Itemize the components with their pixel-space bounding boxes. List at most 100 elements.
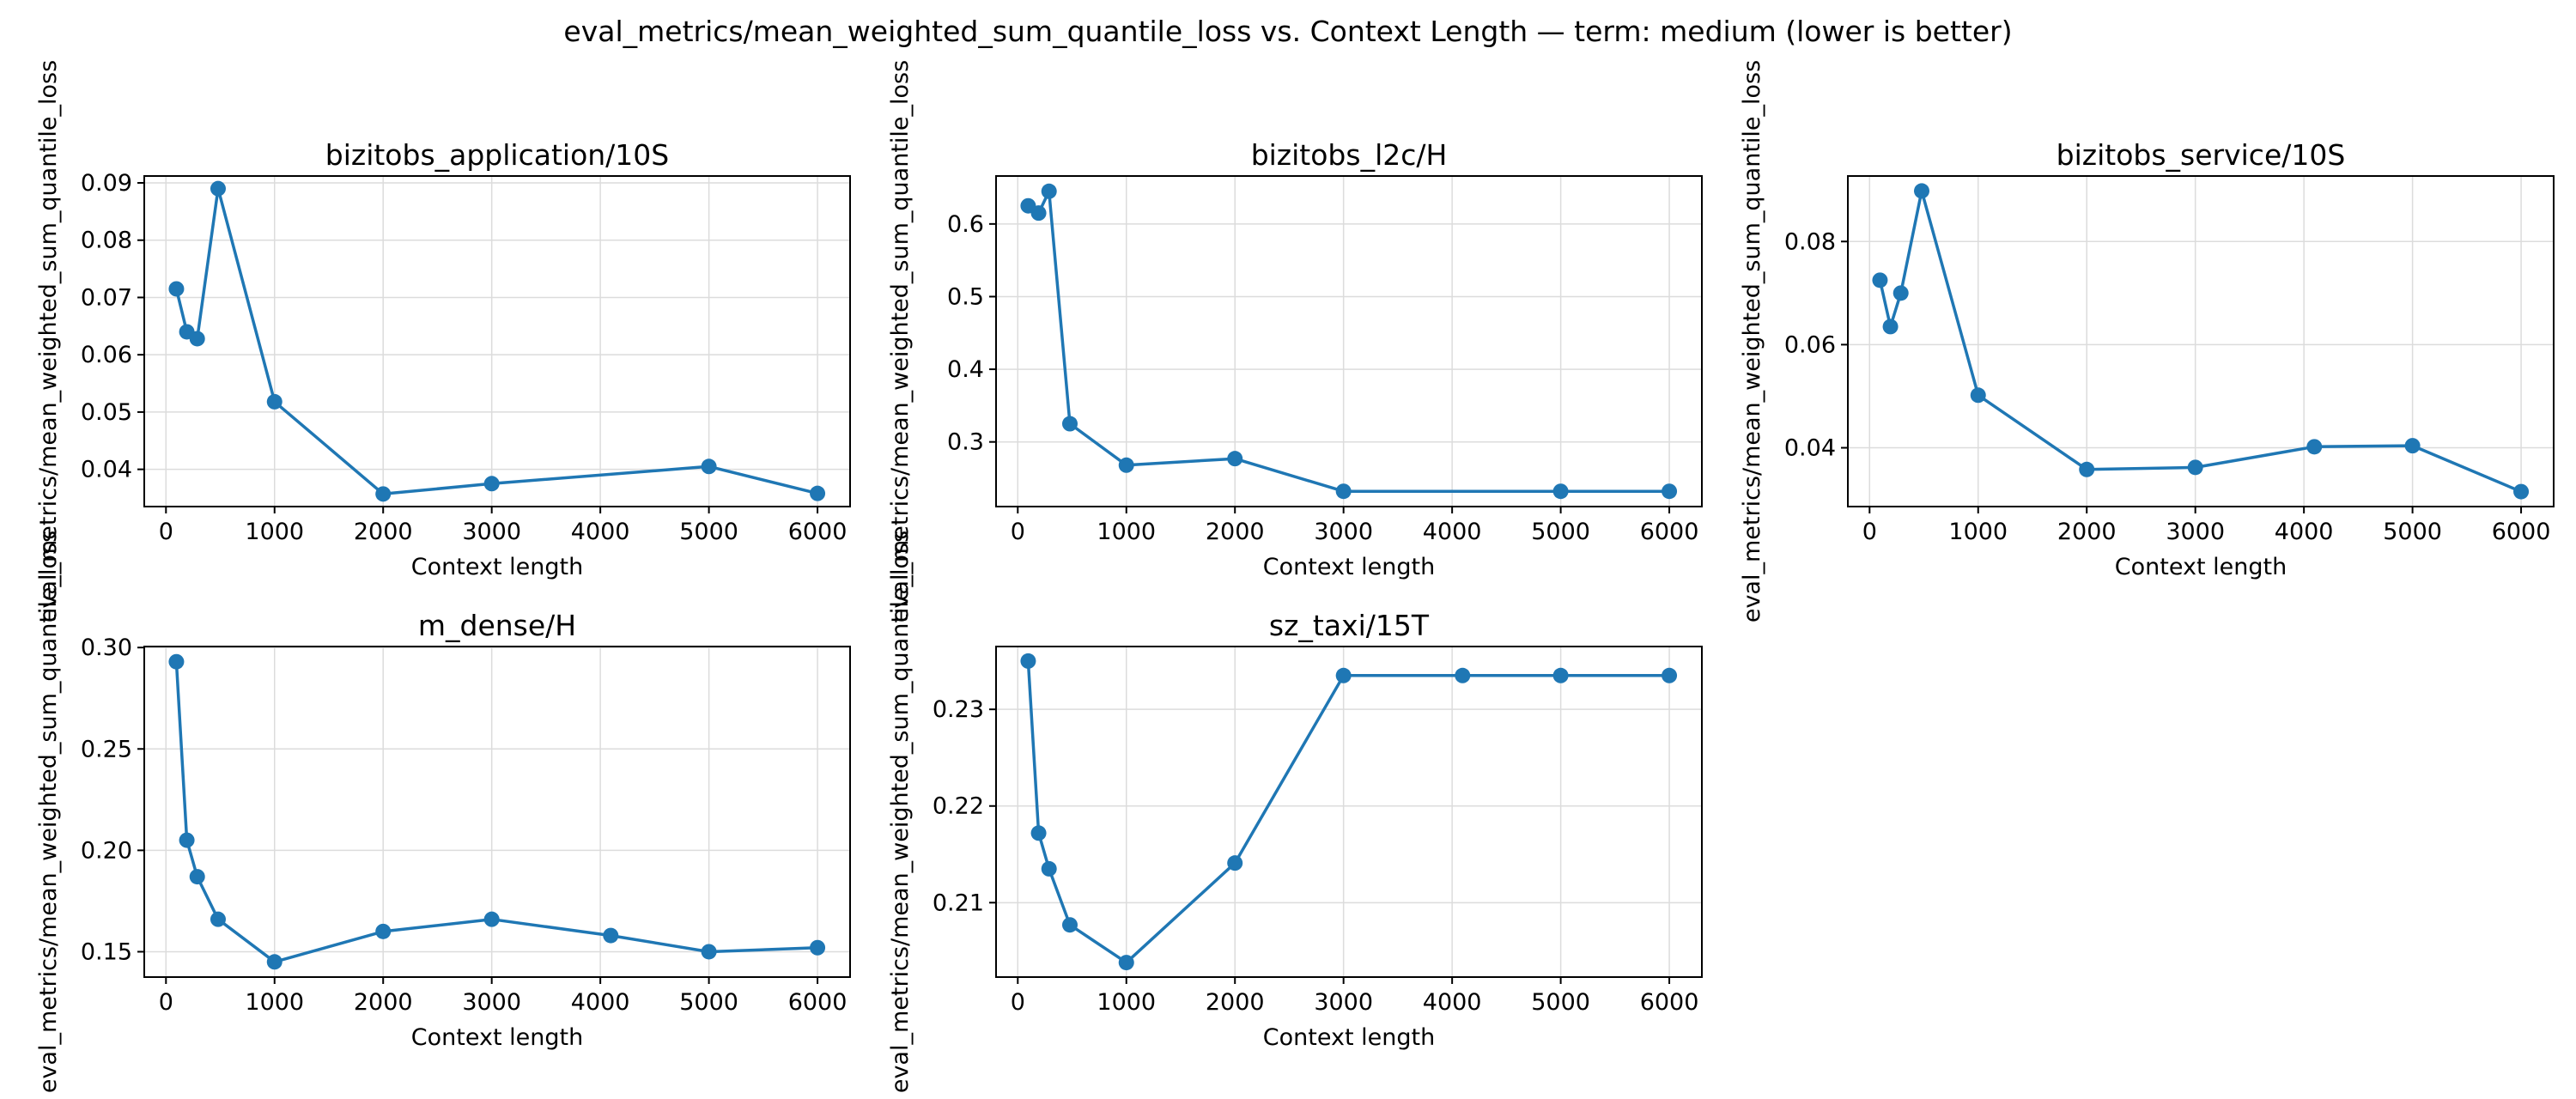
x-tick-label: 0 (1011, 519, 1025, 545)
data-point (179, 832, 195, 848)
x-tick-label: 0 (1011, 989, 1025, 1016)
data-point (1227, 855, 1243, 871)
data-point (1662, 667, 1678, 683)
y-tick-label: 0.4 (947, 356, 984, 383)
y-tick-label: 0.5 (947, 283, 984, 310)
data-point (810, 485, 826, 501)
data-point (1030, 205, 1047, 222)
data-point (189, 331, 205, 347)
figure-suptitle: eval_metrics/mean_weighted_sum_quantile_… (563, 15, 2012, 48)
data-point (1552, 667, 1569, 683)
series-line (174, 186, 818, 496)
axes-frame (143, 175, 851, 507)
x-tick-label: 5000 (1531, 519, 1590, 545)
x-tick-label: 0 (159, 989, 173, 1016)
x-axis-label: Context length (411, 1024, 583, 1051)
x-tick-label: 2000 (354, 519, 413, 545)
x-tick-label: 6000 (2492, 519, 2551, 545)
y-tick-label: 0.20 (81, 837, 132, 864)
data-point (2513, 483, 2530, 500)
data-point (1041, 860, 1057, 877)
x-tick-label: 0 (1862, 519, 1877, 545)
y-tick-label: 0.09 (81, 170, 132, 197)
data-point (603, 927, 619, 944)
axes-frame (995, 646, 1703, 978)
subplot-title: m_dense/H (418, 609, 576, 642)
y-tick-label: 0.21 (933, 890, 984, 916)
x-axis-label: Context length (1263, 554, 1435, 580)
data-point (1118, 457, 1134, 473)
subplot-2: 0 1000 2000 3000 4000 5000 6000 0.3 0.4 0.5 0.6 biz… (887, 60, 1703, 622)
data-point (1020, 653, 1036, 669)
x-tick-label: 2000 (354, 989, 413, 1016)
x-tick-label: 5000 (679, 519, 738, 545)
y-axis-label: eval_metrics/mean_weighted_sum_quantile_… (35, 531, 62, 1093)
data-point (2187, 459, 2203, 476)
x-tick-label: 1000 (1097, 989, 1156, 1016)
data-point (2079, 461, 2095, 477)
data-point (1662, 483, 1678, 500)
data-point (1041, 183, 1057, 199)
x-tick-label: 2000 (1206, 519, 1265, 545)
y-axis-label: eval_metrics/mean_weighted_sum_quantile_… (887, 531, 914, 1093)
x-tick-label: 6000 (788, 519, 848, 545)
data-point (210, 180, 226, 197)
y-tick-label: 0.6 (947, 211, 984, 238)
data-point (1872, 272, 1888, 288)
x-tick-label: 1000 (245, 519, 304, 545)
x-tick-label: 4000 (2275, 519, 2334, 545)
axes-frame (1847, 175, 2555, 507)
x-tick-label: 1000 (245, 989, 304, 1016)
y-tick-label: 0.04 (1784, 435, 1836, 462)
y-axis-label: eval_metrics/mean_weighted_sum_quantile_… (35, 60, 62, 622)
y-tick-label: 0.23 (933, 696, 984, 723)
y-tick-label: 0.22 (933, 793, 984, 820)
data-point (210, 911, 226, 927)
x-tick-label: 1000 (1948, 519, 2008, 545)
data-point (1335, 667, 1352, 683)
y-tick-label: 0.08 (81, 228, 132, 254)
x-tick-label: 3000 (1314, 989, 1373, 1016)
x-axis-label: Context length (2115, 554, 2287, 580)
data-point (1030, 825, 1047, 841)
data-point (375, 486, 392, 502)
x-tick-label: 3000 (462, 519, 521, 545)
data-point (810, 939, 826, 956)
data-point (483, 476, 500, 492)
series-line (174, 661, 818, 964)
data-point (483, 911, 500, 927)
data-point (1913, 183, 1929, 199)
y-tick-label: 0.30 (81, 635, 132, 661)
x-tick-label: 3000 (2166, 519, 2225, 545)
y-axis-label: eval_metrics/mean_weighted_sum_quantile_… (1739, 60, 1765, 622)
y-tick-label: 0.3 (947, 429, 984, 456)
subplot-1: 0 1000 2000 3000 4000 5000 6000 0.04 0.05 0.06 0.0… (35, 60, 851, 622)
subplot-5: 0 1000 2000 3000 4000 5000 6000 0.21 0.22 0.23 sz_… (887, 531, 1703, 1093)
y-tick-label: 0.07 (81, 284, 132, 311)
series-line (1027, 190, 1670, 493)
data-point (375, 923, 392, 939)
subplots: 0 1000 2000 3000 4000 5000 6000 0.04 0.05 0.06 0.0… (35, 60, 2555, 1093)
data-point (1061, 917, 1078, 933)
x-tick-label: 6000 (1640, 519, 1699, 545)
x-tick-label: 4000 (1423, 989, 1482, 1016)
data-point (2306, 439, 2323, 455)
x-axis-label: Context length (411, 554, 583, 580)
data-point (1335, 483, 1352, 500)
x-tick-label: 4000 (571, 519, 630, 545)
series-line (1878, 189, 2522, 494)
x-tick-label: 5000 (679, 989, 738, 1016)
data-point (1893, 285, 1909, 301)
x-tick-label: 5000 (1531, 989, 1590, 1016)
subplot-title: bizitobs_service/10S (2057, 138, 2346, 172)
x-tick-label: 4000 (571, 989, 630, 1016)
y-tick-label: 0.25 (81, 736, 132, 762)
data-point (1061, 416, 1078, 432)
y-tick-label: 0.15 (81, 938, 132, 965)
x-tick-label: 6000 (788, 989, 848, 1016)
x-tick-label: 6000 (1640, 989, 1699, 1016)
x-axis-label: Context length (1263, 1024, 1435, 1051)
data-point (1455, 667, 1471, 683)
y-tick-label: 0.06 (1784, 331, 1836, 358)
